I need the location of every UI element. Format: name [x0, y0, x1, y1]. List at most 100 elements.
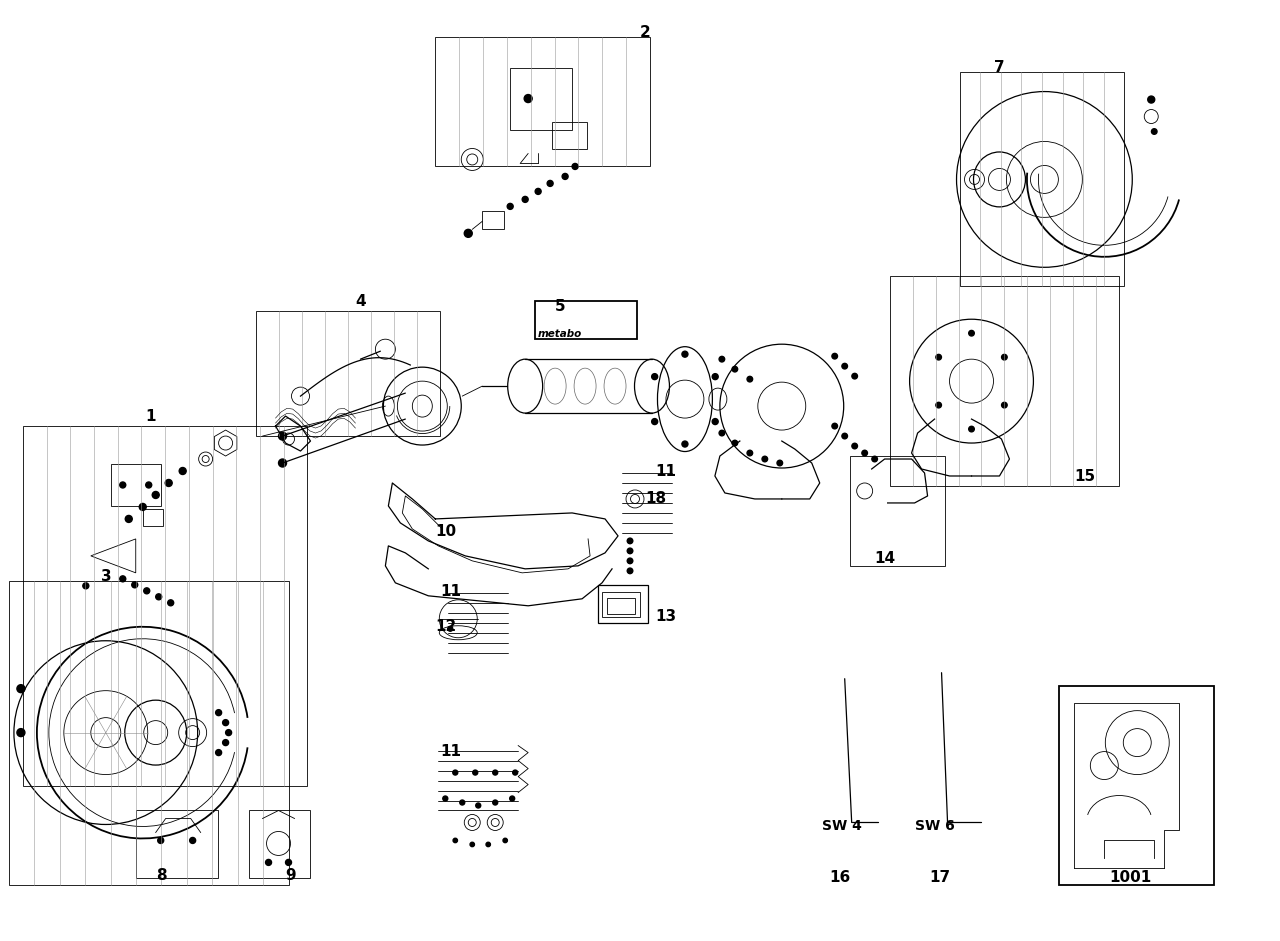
Circle shape: [156, 594, 161, 599]
Circle shape: [872, 456, 878, 462]
Circle shape: [1001, 355, 1007, 360]
Circle shape: [443, 796, 448, 801]
Circle shape: [842, 433, 847, 439]
Circle shape: [525, 94, 532, 103]
Bar: [960, 72, 1124, 286]
Circle shape: [493, 800, 498, 805]
Text: 16: 16: [829, 870, 851, 885]
Text: 11: 11: [440, 583, 461, 598]
Bar: [602, 592, 640, 616]
Circle shape: [522, 197, 529, 202]
Circle shape: [936, 403, 942, 407]
Circle shape: [120, 482, 125, 488]
Text: 10: 10: [435, 524, 457, 539]
Circle shape: [509, 796, 515, 801]
Circle shape: [832, 423, 837, 429]
Circle shape: [842, 363, 847, 369]
Bar: [143, 509, 163, 526]
Bar: [1060, 686, 1215, 885]
Circle shape: [572, 164, 579, 169]
Bar: [9, 581, 288, 885]
Circle shape: [143, 588, 150, 594]
Bar: [256, 311, 440, 436]
Circle shape: [189, 837, 196, 843]
Circle shape: [852, 374, 858, 379]
Bar: [23, 426, 307, 786]
Bar: [552, 121, 588, 150]
Circle shape: [682, 351, 687, 358]
Circle shape: [223, 720, 229, 726]
Bar: [850, 456, 945, 566]
Circle shape: [285, 859, 292, 866]
Text: 5: 5: [556, 299, 566, 314]
Bar: [248, 810, 311, 878]
Circle shape: [140, 503, 146, 510]
Bar: [435, 37, 650, 167]
Bar: [890, 277, 1119, 486]
Circle shape: [125, 516, 132, 522]
Text: 3: 3: [101, 569, 111, 583]
Circle shape: [652, 419, 658, 424]
Bar: [511, 68, 572, 130]
Circle shape: [936, 355, 942, 360]
Bar: [111, 464, 161, 506]
Bar: [607, 598, 635, 614]
Circle shape: [861, 450, 868, 455]
Bar: [136, 810, 218, 878]
Circle shape: [627, 568, 632, 574]
Circle shape: [547, 181, 553, 186]
Circle shape: [513, 770, 517, 775]
Circle shape: [465, 230, 472, 237]
Circle shape: [157, 837, 164, 843]
Circle shape: [627, 538, 632, 544]
Circle shape: [1148, 96, 1155, 104]
Circle shape: [470, 842, 475, 847]
Text: SW 6: SW 6: [915, 820, 955, 834]
Text: 11: 11: [440, 743, 461, 758]
Circle shape: [279, 459, 287, 467]
Circle shape: [165, 480, 173, 486]
Circle shape: [712, 374, 718, 379]
Text: 15: 15: [1074, 469, 1096, 484]
Circle shape: [17, 685, 24, 693]
Circle shape: [748, 376, 753, 382]
Circle shape: [17, 728, 24, 737]
Circle shape: [476, 803, 481, 808]
Circle shape: [732, 366, 737, 372]
Circle shape: [627, 548, 632, 553]
Circle shape: [777, 460, 782, 466]
Circle shape: [1001, 403, 1007, 407]
Text: 1: 1: [146, 409, 156, 424]
Circle shape: [507, 203, 513, 210]
Bar: [598, 584, 648, 623]
Circle shape: [472, 770, 477, 775]
Circle shape: [265, 859, 271, 866]
Circle shape: [279, 432, 287, 440]
Circle shape: [179, 468, 186, 474]
Circle shape: [682, 441, 687, 447]
Circle shape: [832, 354, 837, 359]
Text: 1001: 1001: [1110, 870, 1152, 885]
Text: 18: 18: [645, 491, 666, 506]
Text: 14: 14: [874, 550, 896, 566]
Circle shape: [1152, 129, 1157, 135]
Circle shape: [453, 838, 457, 842]
Circle shape: [225, 729, 232, 736]
Circle shape: [152, 491, 159, 499]
Circle shape: [83, 582, 88, 589]
Circle shape: [969, 330, 974, 336]
Bar: [483, 212, 504, 230]
Circle shape: [627, 558, 632, 564]
Circle shape: [748, 450, 753, 455]
Circle shape: [453, 770, 458, 775]
Circle shape: [223, 740, 229, 745]
Circle shape: [120, 576, 125, 582]
Circle shape: [712, 419, 718, 424]
Text: metabo: metabo: [538, 329, 582, 339]
Circle shape: [969, 426, 974, 432]
Text: 2: 2: [640, 24, 650, 40]
Text: 11: 11: [655, 464, 676, 479]
Text: 12: 12: [435, 619, 457, 633]
Text: SW 4: SW 4: [822, 820, 861, 834]
Circle shape: [535, 188, 541, 195]
